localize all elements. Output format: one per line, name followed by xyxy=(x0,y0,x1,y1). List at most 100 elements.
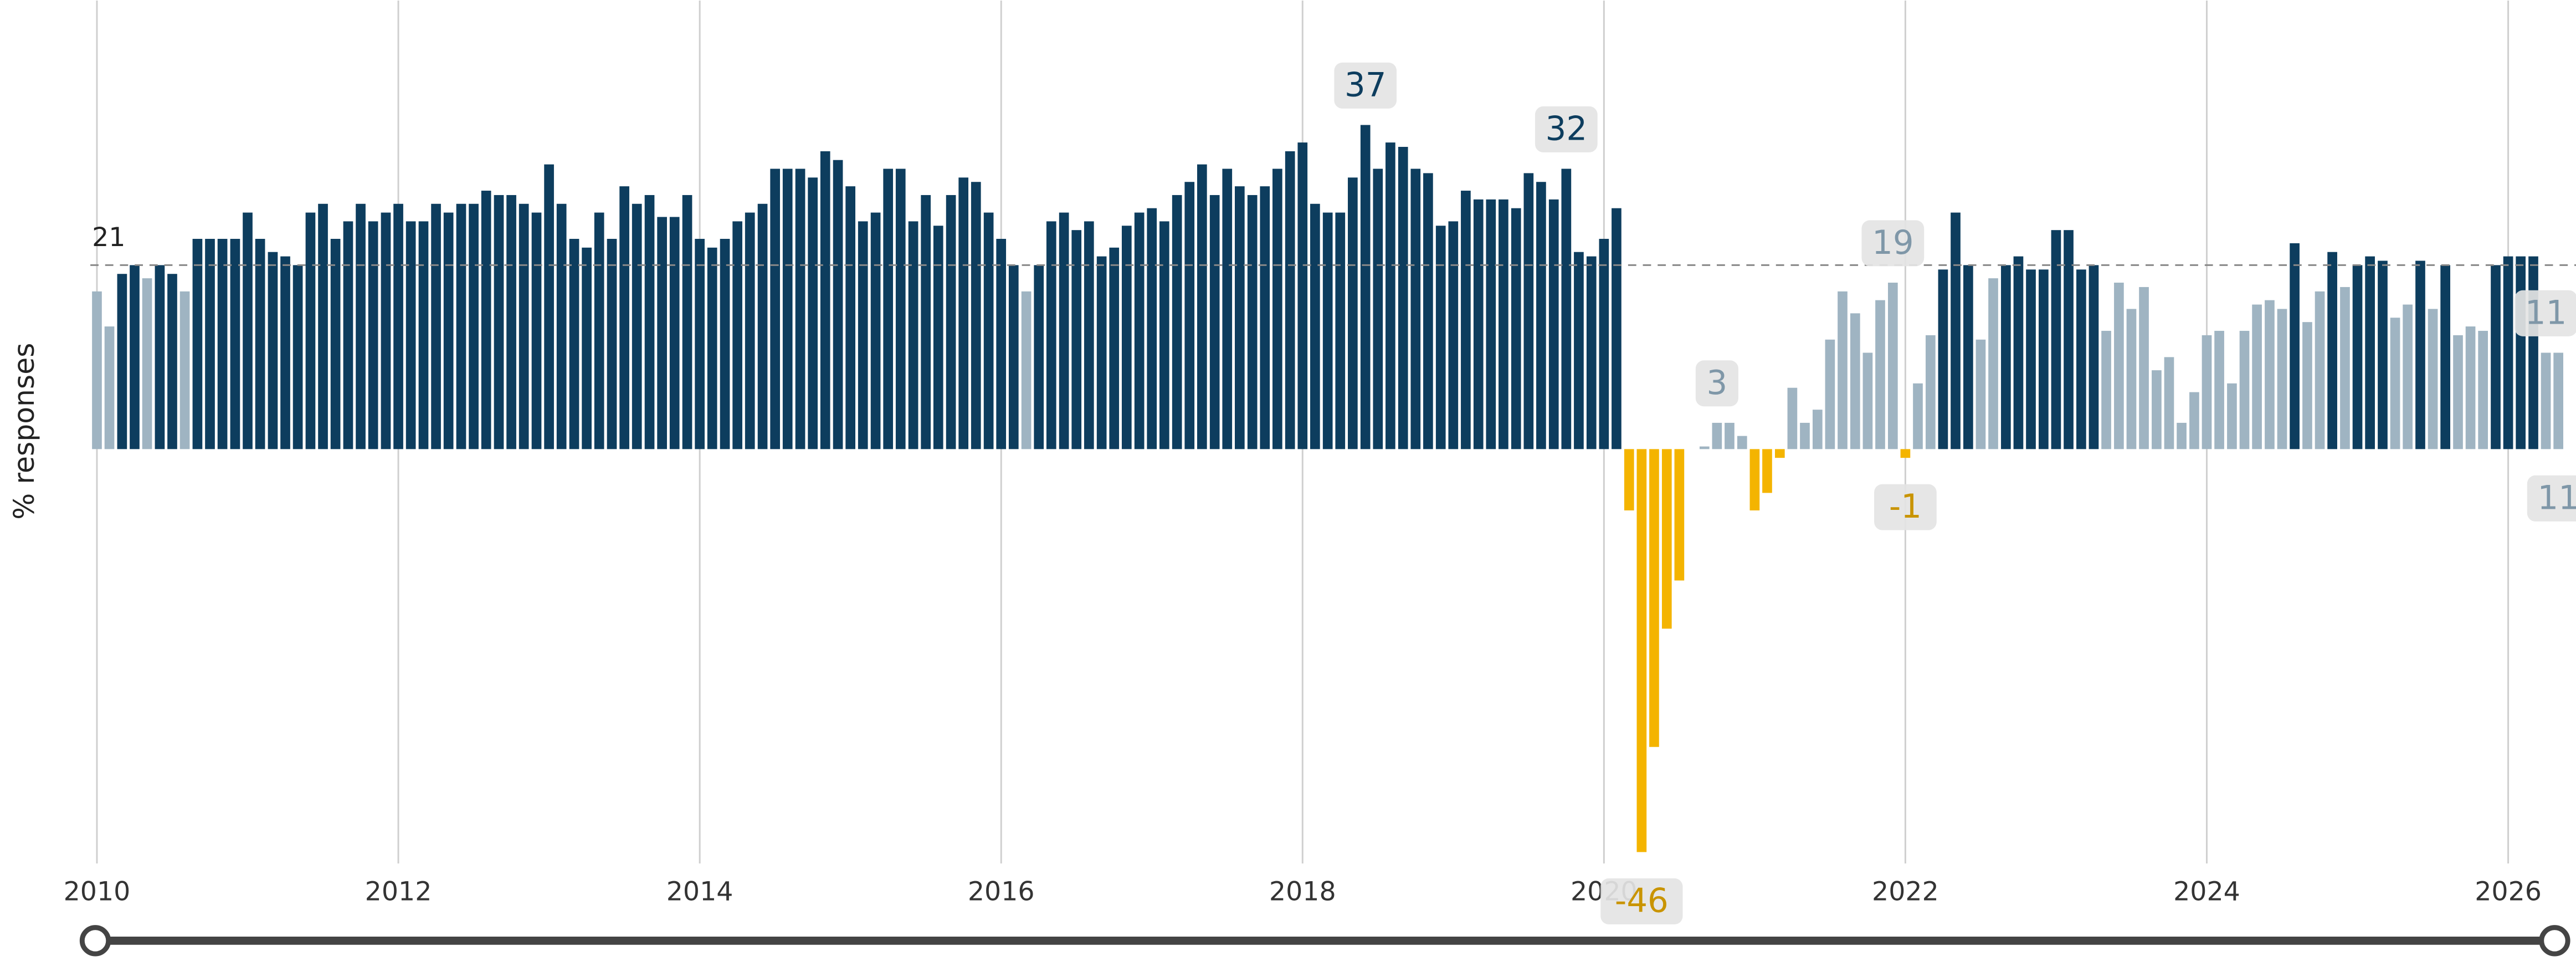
bar xyxy=(1386,142,1395,449)
annotation-label: 3 xyxy=(1707,364,1728,402)
bar xyxy=(2528,256,2538,449)
bar xyxy=(2516,256,2526,449)
bar xyxy=(770,168,780,449)
bar xyxy=(2239,330,2250,449)
bar xyxy=(243,212,253,449)
bar xyxy=(569,238,579,449)
bar xyxy=(205,238,215,449)
bar xyxy=(1184,182,1195,449)
bar xyxy=(1197,164,1207,449)
bar xyxy=(305,212,316,449)
bar xyxy=(179,291,190,449)
bar xyxy=(418,221,429,449)
annotation-box xyxy=(1600,878,1683,924)
bar xyxy=(2290,243,2300,449)
bar xyxy=(1850,313,1860,449)
bar xyxy=(1222,168,1233,449)
bar xyxy=(2051,230,2061,449)
annotation-box xyxy=(2527,475,2576,522)
annotation-box xyxy=(1535,106,1598,152)
bar xyxy=(280,256,290,449)
bar xyxy=(2214,330,2224,449)
bar xyxy=(2503,256,2513,449)
bar xyxy=(883,168,894,449)
bar xyxy=(594,212,604,449)
bar xyxy=(833,160,843,449)
bar xyxy=(745,212,755,449)
bar xyxy=(155,265,165,449)
bar xyxy=(2013,256,2024,449)
bar xyxy=(2327,252,2337,449)
bar xyxy=(2478,330,2488,449)
bar xyxy=(870,212,881,449)
bar xyxy=(607,238,617,449)
bar xyxy=(1335,212,1346,449)
bar xyxy=(2541,352,2551,449)
annotation-box xyxy=(1334,62,1397,109)
bar xyxy=(1737,436,1747,449)
bar xyxy=(1612,208,1621,449)
bar xyxy=(682,195,692,449)
bar xyxy=(494,195,504,449)
bar xyxy=(431,203,441,449)
bar xyxy=(1574,252,1584,449)
bar xyxy=(456,203,466,449)
bar xyxy=(1096,256,1107,449)
bar xyxy=(2440,265,2450,449)
bar xyxy=(117,274,127,449)
bar xyxy=(1423,173,1433,449)
bar xyxy=(1348,177,1358,449)
bar xyxy=(406,221,416,449)
bar xyxy=(820,151,830,449)
bar xyxy=(531,212,542,449)
bar xyxy=(1963,265,1973,449)
bar xyxy=(1511,208,1521,449)
bar xyxy=(1172,195,1182,449)
bar xyxy=(1034,265,1044,449)
bar xyxy=(1322,212,1333,449)
bar xyxy=(858,221,868,449)
bar xyxy=(1121,226,1132,449)
bar xyxy=(895,168,906,449)
annotation-label: 19 xyxy=(1872,223,1913,262)
bar xyxy=(230,238,240,449)
bar xyxy=(732,221,742,449)
bar xyxy=(1875,300,1885,449)
bar xyxy=(167,274,177,449)
bar xyxy=(1699,446,1710,449)
bar xyxy=(946,195,956,449)
bar xyxy=(1674,449,1685,581)
annotation-label: 11 xyxy=(2537,478,2576,517)
bar xyxy=(2152,370,2162,449)
bar xyxy=(330,238,341,449)
bar xyxy=(1260,186,1270,449)
bar xyxy=(669,217,680,449)
bar xyxy=(1774,449,1785,458)
bar xyxy=(2465,326,2476,449)
bar xyxy=(2315,291,2325,449)
bar xyxy=(808,177,818,449)
bar xyxy=(1725,422,1735,449)
bar xyxy=(2189,392,2199,449)
bar xyxy=(2340,287,2350,449)
bar xyxy=(1021,291,1032,449)
annotation-label: 32 xyxy=(1546,109,1587,147)
range-slider-handle[interactable] xyxy=(2539,925,2570,957)
bar xyxy=(795,168,805,449)
bar xyxy=(2365,256,2375,449)
bar xyxy=(1649,449,1659,747)
bar xyxy=(1297,142,1308,449)
bar xyxy=(1661,449,1672,629)
bar xyxy=(356,203,366,449)
bar xyxy=(2001,265,2011,449)
bar xyxy=(1888,283,1898,449)
bar xyxy=(2302,322,2312,449)
bar xyxy=(1147,208,1157,449)
bar xyxy=(343,221,353,449)
range-slider-handle[interactable] xyxy=(79,925,111,957)
bar xyxy=(2088,265,2099,449)
bar xyxy=(1900,449,1911,458)
bar xyxy=(1749,449,1760,510)
bar xyxy=(757,203,768,449)
